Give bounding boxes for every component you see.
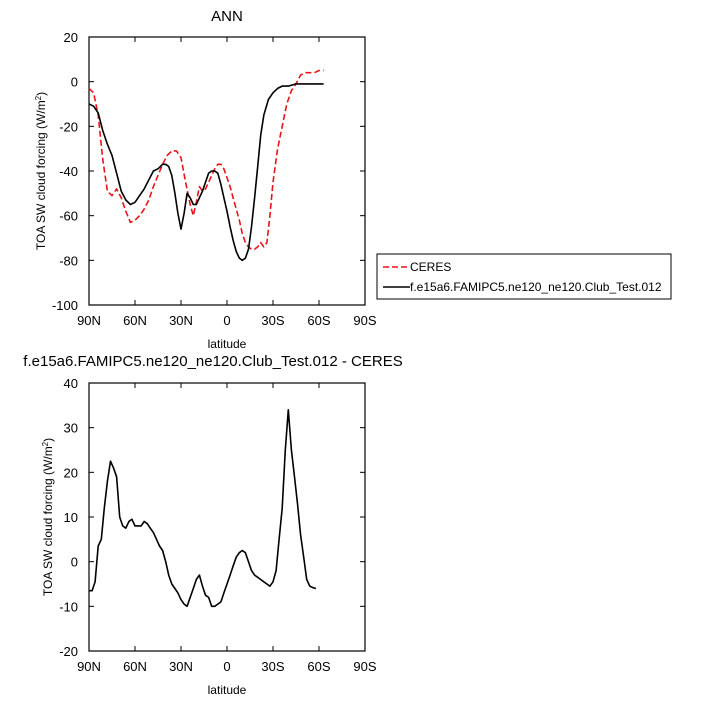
top-chart-legend: CERES f.e15a6.FAMIPC5.ne120_ne120.Club_T… [376, 253, 672, 300]
y-tick-label: 10 [64, 510, 78, 525]
x-tick-label: 0 [223, 313, 230, 328]
x-tick-label: 60N [123, 313, 147, 328]
bottom-chart: f.e15a6.FAMIPC5.ne120_ne120.Club_Test.01… [23, 353, 402, 697]
top-chart: ANN 90N 60N 30N 0 30S 60S 90S 20 0 -20 -40 -60 -80 -1… [34, 8, 377, 351]
x-tick-label: 90S [353, 659, 376, 674]
bottom-chart-frame [88, 382, 366, 652]
y-tick-label: -10 [59, 599, 78, 614]
y-tick-label: 0 [71, 75, 78, 90]
y-tick-label: -100 [52, 298, 78, 313]
legend-label-ceres: CERES [410, 260, 451, 274]
bottom-chart-series [89, 408, 317, 608]
x-tick-label: 60S [307, 313, 330, 328]
top-chart-frame [88, 36, 366, 306]
top-chart-series [88, 69, 324, 262]
top-chart-x-axis-title: latitude [208, 337, 247, 351]
y-tick-label: -20 [59, 644, 78, 659]
y-tick-label: 20 [64, 30, 78, 45]
y-tick-label: -20 [59, 119, 78, 134]
y-tick-label: 20 [64, 465, 78, 480]
series-line-1 [88, 83, 324, 262]
series-line-0 [88, 69, 324, 250]
y-tick-label: 0 [71, 555, 78, 570]
x-tick-label: 60N [123, 659, 147, 674]
top-chart-y-axis-title: TOA SW cloud forcing (W/m2) [34, 92, 48, 250]
y-tick-label: 40 [64, 376, 78, 391]
y-tick-label: -40 [59, 164, 78, 179]
y-tick-label: 30 [64, 421, 78, 436]
x-tick-label: 30S [261, 659, 284, 674]
series-line-0 [89, 408, 317, 608]
x-tick-label: 30S [261, 313, 284, 328]
legend-label-model: f.e15a6.FAMIPC5.ne120_ne120.Club_Test.01… [410, 280, 662, 294]
legend-box [376, 253, 672, 300]
x-tick-label: 90N [77, 313, 101, 328]
x-tick-label: 90S [353, 313, 376, 328]
bottom-chart-x-axis-title: latitude [208, 683, 247, 697]
x-tick-label: 30N [169, 313, 193, 328]
y-tick-label: -60 [59, 209, 78, 224]
top-chart-ticks: 90N 60N 30N 0 30S 60S 90S 20 0 -20 -40 -60 -80 -100 [52, 30, 377, 328]
bottom-chart-ticks: 90N 60N 30N 0 30S 60S 90S 40 30 20 10 0 -10 -20 [59, 376, 377, 674]
y-tick-label: -80 [59, 253, 78, 268]
x-tick-label: 90N [77, 659, 101, 674]
bottom-chart-y-axis-title: TOA SW cloud forcing (W/m2) [41, 438, 55, 596]
x-tick-label: 30N [169, 659, 193, 674]
bottom-chart-title: f.e15a6.FAMIPC5.ne120_ne120.Club_Test.01… [23, 353, 402, 370]
top-chart-title: ANN [211, 8, 243, 25]
x-tick-label: 0 [223, 659, 230, 674]
x-tick-label: 60S [307, 659, 330, 674]
